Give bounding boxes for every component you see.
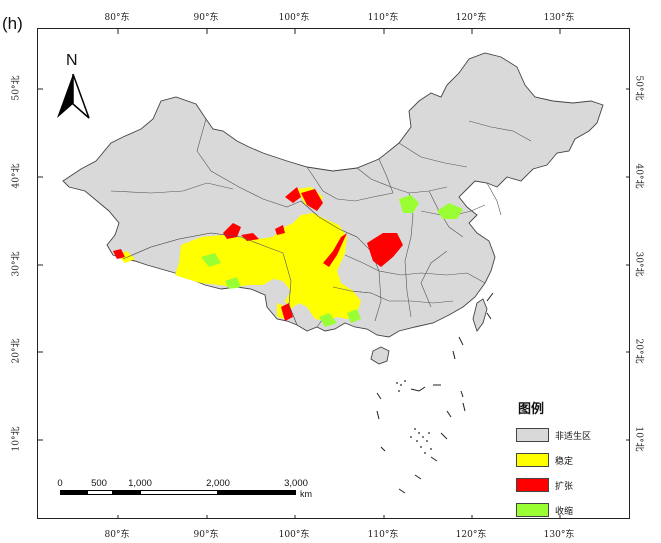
south-sea-reefs bbox=[396, 380, 432, 454]
taiwan-island bbox=[472, 298, 488, 332]
bottom-tick-130: 130°东 bbox=[543, 530, 575, 540]
top-tick-80: 80°东 bbox=[104, 13, 130, 23]
scale-label-500: 500 bbox=[91, 478, 107, 489]
legend: 图例 非适生区 稳定 扩张 收缩 bbox=[516, 398, 626, 527]
map-canvas bbox=[38, 29, 629, 518]
top-tick-90: 90°东 bbox=[193, 13, 219, 23]
north-letter: N bbox=[66, 52, 78, 69]
legend-swatch-stable bbox=[516, 453, 549, 467]
legend-label-contraction: 收缩 bbox=[555, 506, 574, 517]
bottom-tick-100: 100°东 bbox=[278, 530, 310, 540]
legend-item-stable: 稳定 bbox=[516, 452, 626, 468]
right-tick-30: 30°北 bbox=[633, 251, 644, 277]
hainan-island bbox=[370, 346, 390, 365]
panel-label: (h) bbox=[2, 14, 23, 33]
left-tick-50: 50°北 bbox=[11, 75, 22, 101]
north-arrow-icon bbox=[57, 74, 90, 119]
map-frame bbox=[37, 28, 630, 519]
top-tick-120: 120°东 bbox=[455, 13, 487, 23]
right-tick-50: 50°北 bbox=[633, 75, 644, 101]
legend-label-stable: 稳定 bbox=[555, 456, 574, 467]
scale-unit: km bbox=[300, 489, 312, 499]
top-tick-130: 130°东 bbox=[543, 13, 575, 23]
legend-label-expansion: 扩张 bbox=[555, 481, 574, 492]
top-tick-100: 100°东 bbox=[278, 13, 310, 23]
scale-segment-3 bbox=[113, 490, 140, 495]
bottom-tick-80: 80°东 bbox=[104, 530, 130, 540]
legend-item-contraction: 收缩 bbox=[516, 502, 626, 518]
left-tick-20: 20°北 bbox=[11, 338, 22, 364]
scale-segment-5 bbox=[218, 490, 296, 495]
left-tick-10: 10°北 bbox=[11, 426, 22, 452]
legend-title: 图例 bbox=[518, 402, 545, 417]
bottom-tick-120: 120°东 bbox=[455, 530, 487, 540]
scale-segment-2 bbox=[87, 490, 113, 495]
scale-bar: 0 500 1,000 2,000 3,000 km bbox=[57, 478, 358, 508]
overlay-borders bbox=[122, 200, 372, 326]
right-tick-20: 20°北 bbox=[633, 338, 644, 364]
top-tick-110: 110°东 bbox=[367, 13, 399, 23]
left-tick-30: 30°北 bbox=[11, 251, 22, 277]
scale-segment-1 bbox=[60, 490, 87, 495]
contraction-region bbox=[201, 195, 463, 327]
scale-segment-4 bbox=[140, 490, 218, 495]
legend-swatch-contraction bbox=[516, 503, 549, 517]
legend-swatch-expansion bbox=[516, 478, 549, 492]
legend-swatch-unsuitable bbox=[516, 428, 549, 442]
left-tick-40: 40°北 bbox=[11, 163, 22, 189]
scale-label-1000: 1,000 bbox=[128, 478, 152, 489]
legend-item-expansion: 扩张 bbox=[516, 477, 626, 493]
expansion-region bbox=[113, 187, 403, 321]
scale-label-2000: 2,000 bbox=[206, 478, 230, 489]
bottom-tick-90: 90°东 bbox=[193, 530, 219, 540]
south-sea-islands bbox=[376, 292, 494, 494]
legend-label-unsuitable: 非适生区 bbox=[555, 431, 592, 442]
frame-ticks bbox=[38, 29, 629, 518]
north-arrow: N bbox=[57, 52, 91, 122]
right-tick-10: 10°北 bbox=[633, 426, 644, 452]
bottom-tick-110: 110°东 bbox=[367, 530, 399, 540]
right-tick-40: 40°北 bbox=[633, 163, 644, 189]
scale-label-3000: 3,000 bbox=[284, 478, 308, 489]
scale-label-0: 0 bbox=[57, 478, 63, 489]
legend-item-unsuitable: 非适生区 bbox=[516, 427, 626, 443]
